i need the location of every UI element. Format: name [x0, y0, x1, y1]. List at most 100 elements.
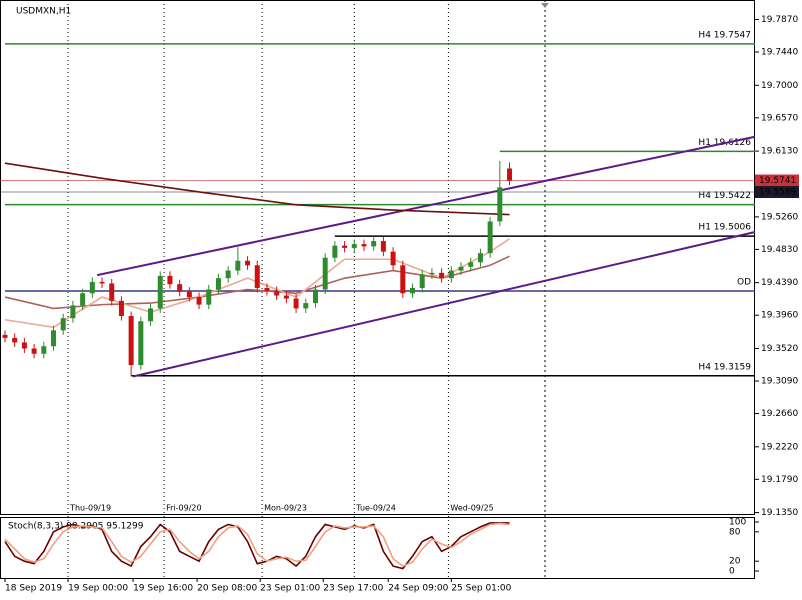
candle-body	[390, 251, 396, 266]
candle-body	[439, 272, 445, 279]
candle-body	[477, 253, 483, 263]
candle-body	[80, 293, 86, 306]
candle-body	[419, 274, 425, 288]
candle-body	[167, 275, 173, 285]
candle-body	[371, 241, 377, 247]
candle-body	[118, 300, 124, 316]
candle-body	[109, 283, 115, 301]
candle-body	[342, 245, 348, 248]
candle-body	[507, 168, 513, 181]
x-tick-label: 19 Sep 00:00	[68, 584, 128, 594]
candle-body	[293, 298, 299, 309]
x-tick-label: 19 Sep 16:00	[133, 584, 193, 594]
day-label: Fri-09/20	[166, 504, 201, 513]
candle-body	[157, 275, 163, 309]
candle-body	[12, 337, 18, 343]
candle-body	[380, 241, 386, 252]
level-label: H1 19.5006	[698, 223, 751, 233]
y-tick-label: 19.1790	[761, 475, 798, 485]
candle-body	[322, 257, 328, 290]
candle-body	[487, 221, 493, 254]
candle-body	[99, 281, 105, 284]
price-box	[755, 186, 799, 199]
level-label: H4 19.7547	[698, 30, 751, 40]
candle-body	[138, 321, 144, 366]
chart-title: USDMXN,H1	[16, 7, 71, 17]
candle-body	[400, 265, 406, 294]
candle-body	[2, 334, 8, 338]
candle-body	[41, 346, 47, 354]
candle-body	[274, 291, 280, 296]
y-tick-label: 19.1350	[761, 508, 798, 518]
stoch-tick-label: 100	[729, 518, 746, 528]
stoch-tick-label: 20	[729, 557, 741, 567]
candle-body	[196, 297, 202, 305]
candle-body	[361, 244, 367, 247]
candle-body	[468, 262, 474, 267]
x-tick-label: 23 Sep 17:00	[323, 584, 383, 594]
stoch-pane	[0, 517, 755, 579]
y-tick-label: 19.3090	[761, 377, 798, 387]
stoch-signal	[4, 522, 510, 568]
day-label: Tue-09/24	[355, 504, 396, 513]
y-tick-label: 19.4830	[761, 245, 798, 255]
candle-body	[128, 315, 134, 366]
candle-body	[351, 244, 357, 248]
candle-body	[31, 348, 37, 354]
candle-body	[303, 303, 309, 309]
candle-body	[70, 305, 76, 319]
candle-body	[312, 289, 318, 304]
candle-body	[51, 330, 57, 347]
x-tick-label: 24 Sep 09:00	[388, 584, 448, 594]
candle-body	[458, 266, 464, 271]
level-label: H4 19.5422	[698, 191, 751, 201]
candle-body	[448, 270, 454, 279]
main-pane	[0, 0, 755, 515]
candle-body	[21, 342, 27, 349]
trendline	[96, 135, 756, 277]
stoch-tick-label: 0	[729, 567, 735, 577]
candle-body	[186, 291, 192, 298]
candle-body	[332, 245, 338, 258]
level-label: H4 19.3159	[698, 362, 751, 372]
day-label: Mon-09/23	[264, 504, 307, 513]
candle-body	[283, 295, 289, 299]
x-tick-label: 25 Sep 01:00	[451, 584, 511, 594]
y-tick-label: 19.6130	[761, 147, 798, 157]
x-tick-label: 20 Sep 08:00	[197, 584, 257, 594]
y-tick-label: 19.5260	[761, 212, 798, 222]
candle-body	[148, 308, 154, 322]
level-label: OD	[737, 278, 751, 288]
candle-body	[264, 287, 270, 292]
price-box	[755, 174, 799, 187]
y-tick-label: 19.7000	[761, 81, 798, 91]
y-tick-label: 19.2660	[761, 409, 798, 419]
x-tick-label: 23 Sep 01:00	[260, 584, 320, 594]
candle-body	[206, 289, 212, 305]
shift-arrow	[541, 3, 549, 8]
candle-body	[177, 284, 183, 292]
y-tick-label: 19.4390	[761, 278, 798, 288]
day-label: Thu-09/19	[69, 504, 111, 513]
candle-body	[235, 260, 241, 271]
y-tick-label: 19.6570	[761, 113, 798, 123]
candle-body	[245, 260, 251, 266]
y-tick-label: 19.7870	[761, 15, 798, 25]
moving-average	[4, 162, 510, 216]
day-label: Wed-09/25	[450, 504, 493, 513]
price-label: 19.5741	[759, 176, 796, 186]
y-tick-label: 19.3960	[761, 311, 798, 321]
candle-body	[215, 278, 221, 290]
price-label: 19.5589	[759, 188, 796, 198]
candle-body	[254, 265, 260, 288]
x-tick-label: 18 Sep 2019	[5, 584, 62, 594]
candle-body	[60, 318, 66, 331]
candle-body	[89, 281, 95, 294]
y-tick-label: 19.7440	[761, 48, 798, 58]
stoch-tick-label: 80	[729, 527, 741, 537]
candle-body	[497, 187, 503, 222]
y-tick-label: 19.2220	[761, 442, 798, 452]
y-tick-label: 19.3520	[761, 344, 798, 354]
candle-body	[429, 272, 435, 275]
